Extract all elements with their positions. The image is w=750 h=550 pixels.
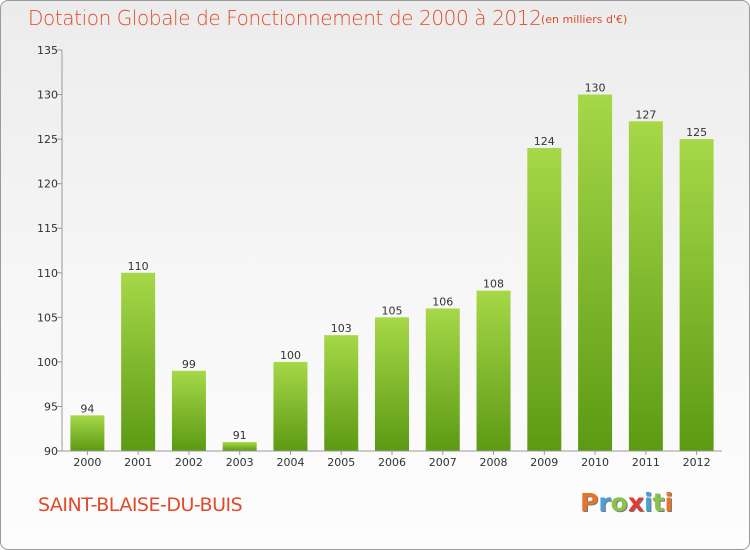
logo-letter: t: [652, 488, 665, 517]
bar-2000: [70, 415, 105, 451]
proxiti-logo: Proxiti: [580, 488, 690, 528]
x-tick-label: 2003: [226, 456, 254, 469]
bar-2001: [121, 272, 156, 451]
bar-2004: [273, 361, 308, 451]
logo-letter: i: [664, 488, 674, 517]
bar-2002: [171, 370, 206, 451]
x-tick-label: 2011: [632, 456, 660, 469]
logo-letter: o: [610, 488, 628, 517]
x-tick-label: 2008: [480, 456, 508, 469]
y-tick-label: 125: [37, 133, 58, 146]
x-tick-label: 2000: [73, 456, 101, 469]
y-tick-label: 130: [37, 89, 58, 102]
x-tick-label: 2009: [530, 456, 558, 469]
value-label: 103: [331, 322, 352, 335]
y-tick-label: 105: [37, 311, 58, 324]
value-label: 124: [534, 135, 555, 148]
value-label: 94: [80, 402, 94, 415]
x-tick-label: 2005: [327, 456, 355, 469]
bar-2009: [527, 148, 562, 451]
x-tick-label: 2002: [175, 456, 203, 469]
logo-letter: x: [627, 488, 644, 517]
y-tick-label: 90: [44, 445, 58, 458]
value-label: 125: [686, 126, 707, 139]
value-label: 105: [382, 304, 403, 317]
value-label: 91: [233, 429, 247, 442]
bar-2011: [628, 121, 663, 452]
x-tick-label: 2004: [276, 456, 304, 469]
value-label: 130: [585, 82, 606, 95]
commune-name: SAINT-BLAISE-DU-BUIS: [38, 494, 243, 516]
x-tick-label: 2010: [581, 456, 609, 469]
y-tick-label: 135: [37, 44, 58, 57]
bar-2008: [476, 290, 511, 451]
bar-2005: [324, 335, 359, 451]
x-tick-label: 2001: [124, 456, 152, 469]
logo-letter: i: [644, 488, 653, 517]
bar-2006: [375, 317, 409, 451]
x-axis: 2000 2001 2002 2003 2004 2005 2006 2007 2008 2009…: [62, 450, 722, 469]
x-tick-label: 2006: [378, 456, 406, 469]
logo-letter: P: [580, 488, 599, 517]
y-tick-label: 110: [37, 267, 58, 280]
value-label: 110: [128, 260, 149, 273]
y-tick-label: 120: [37, 178, 58, 191]
value-label: 127: [635, 108, 656, 121]
bar-2010: [578, 94, 613, 452]
y-axis: 90 95 100 105 110 115 120 125 130 135: [37, 44, 63, 458]
x-tick-label: 2012: [683, 456, 711, 469]
y-tick-label: 100: [37, 356, 58, 369]
value-label: 100: [280, 349, 301, 362]
x-tick-label: 2007: [429, 456, 457, 469]
bar-2007: [425, 308, 460, 451]
bars: 94 110 99 91 100 103 105 106 108 124 130 127 125: [70, 82, 714, 452]
bar-2003: [222, 442, 257, 451]
value-label: 106: [432, 295, 453, 308]
y-tick-label: 115: [37, 222, 58, 235]
value-label: 99: [182, 358, 196, 371]
bar-2012: [679, 139, 714, 451]
chart-title: Dotation Globale de Fonctionnement de 20…: [28, 6, 542, 30]
y-tick-label: 95: [44, 400, 58, 413]
logo-letter: r: [598, 488, 611, 517]
value-label: 108: [483, 278, 504, 291]
chart-subtitle: (en milliers d'€): [541, 13, 628, 26]
